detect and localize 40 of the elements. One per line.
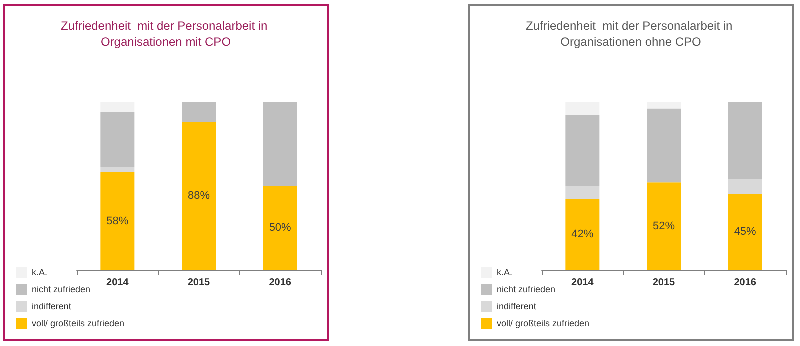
- data-label: 52%: [652, 220, 676, 232]
- bar: [647, 182, 681, 270]
- x-tick-label: 2015: [188, 278, 211, 288]
- x-tick-label: 2015: [652, 278, 676, 288]
- bar: [566, 115, 600, 186]
- x-tick-label: 2016: [734, 278, 757, 288]
- bar: [263, 186, 298, 270]
- data-label: 45%: [734, 226, 757, 238]
- bar: [100, 112, 135, 168]
- bar: [100, 102, 135, 112]
- bar: [100, 172, 135, 270]
- chart-title: Zufriedenheit mit der Personalarbeit in Organisationen ohne CPO: [526, 19, 736, 49]
- bar: [263, 102, 298, 186]
- bar: [647, 102, 681, 109]
- data-label: 88%: [188, 190, 210, 202]
- bar: [728, 179, 762, 194]
- bar: [566, 102, 600, 116]
- legend-label: nicht zufrieden: [497, 284, 556, 294]
- bar: [728, 102, 762, 180]
- data-label: 50%: [269, 222, 292, 234]
- x-tick-label: 2016: [269, 278, 292, 288]
- bar: [728, 194, 762, 270]
- bar: [100, 168, 135, 173]
- legend-label: k.A.: [497, 268, 513, 278]
- chart-title: Zufriedenheit mit der Personalarbeit in Organisationen mit CPO: [60, 19, 272, 49]
- bar: [566, 186, 600, 200]
- bar: [182, 102, 216, 122]
- legend-label: indifferent: [497, 302, 537, 312]
- data-label: 58%: [106, 215, 129, 228]
- legend-label: k.A.: [32, 268, 48, 278]
- bar: [182, 122, 216, 270]
- bar: [566, 199, 600, 270]
- bar: [647, 108, 681, 183]
- data-label: 42%: [572, 228, 594, 241]
- legend-label: nicht zufrieden: [32, 284, 91, 294]
- x-tick-label: 2014: [106, 278, 130, 288]
- x-tick-label: 2014: [572, 278, 594, 288]
- legend-label: voll/ großteils zufrieden: [497, 318, 590, 328]
- legend-label: voll/ großteils zufrieden: [32, 318, 125, 328]
- legend-label: indifferent: [32, 302, 72, 312]
